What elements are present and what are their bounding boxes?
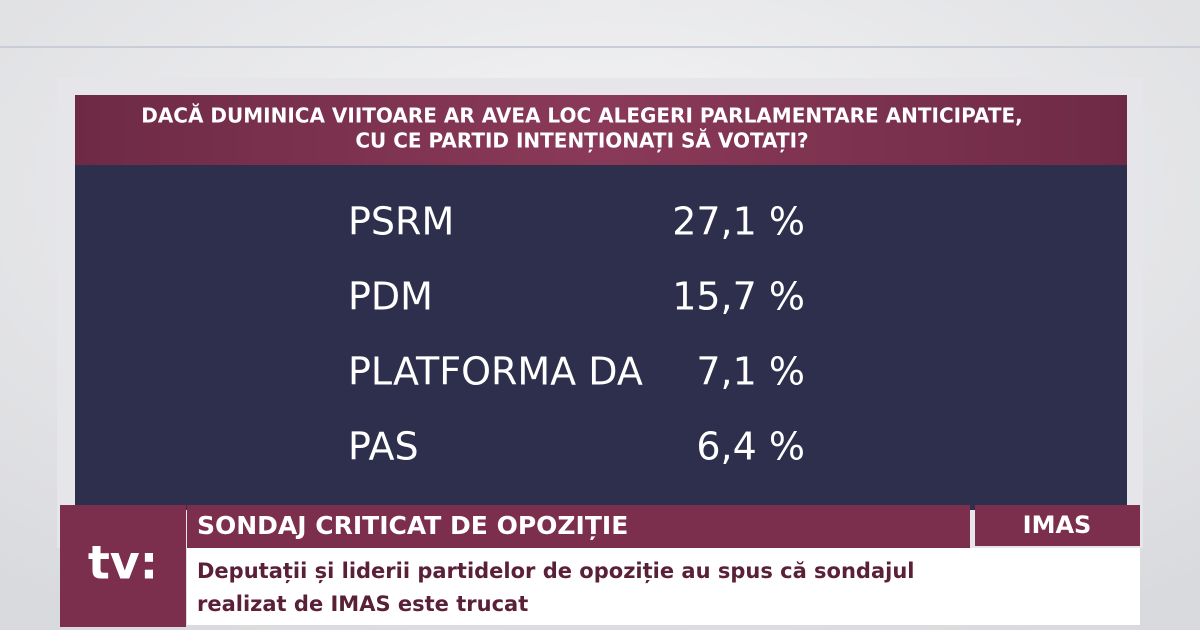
results-panel — [75, 165, 1127, 510]
party-name: PAS — [348, 425, 419, 469]
party-name: PLATFORMA DA — [348, 350, 643, 394]
divider — [0, 46, 1200, 48]
headline-bar — [187, 505, 970, 548]
caption-bar — [187, 548, 1140, 625]
question-band — [75, 95, 1127, 165]
logo-block — [60, 505, 186, 627]
party-result: 7,1 % — [696, 350, 805, 394]
logo: tv: — [88, 536, 158, 590]
party-name: PDM — [348, 275, 433, 319]
party-name: PSRM — [348, 200, 454, 244]
caption-line: Deputații și liderii partidelor de opozi… — [197, 559, 915, 584]
question-line: CU CE PARTID INTENȚIONAȚI SĂ VOTAȚI? — [355, 129, 808, 153]
source-bar — [975, 505, 1140, 546]
party-result: 27,1 % — [672, 200, 805, 244]
headline: SONDAJ CRITICAT DE OPOZIȚIE — [197, 511, 628, 540]
party-result: 15,7 % — [672, 275, 805, 319]
party-result: 6,4 % — [696, 425, 805, 469]
source: IMAS — [1023, 511, 1092, 539]
caption-line: realizat de IMAS este trucat — [197, 592, 528, 616]
question-line: DACĂ DUMINICA VIITOARE AR AVEA LOC ALEGE… — [141, 104, 1023, 128]
